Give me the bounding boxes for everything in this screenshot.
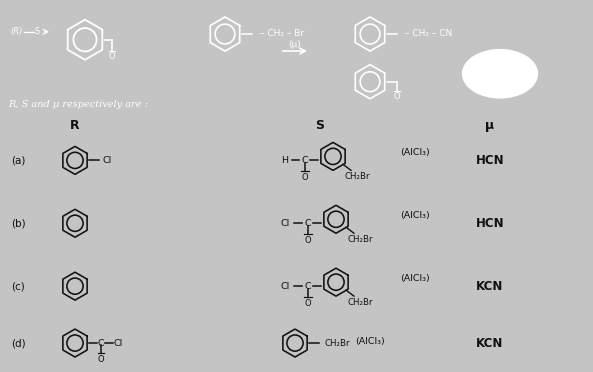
Text: S: S: [315, 119, 324, 132]
Text: O: O: [305, 299, 311, 308]
Text: O: O: [98, 355, 104, 363]
Text: (c): (c): [11, 281, 25, 291]
Text: O: O: [305, 236, 311, 245]
Text: KCN: KCN: [476, 280, 503, 293]
Text: HCN: HCN: [476, 154, 504, 167]
Text: CH₂Br: CH₂Br: [345, 172, 370, 181]
Text: HCN: HCN: [476, 217, 504, 230]
Text: O: O: [394, 92, 400, 101]
Text: (AlCl₃): (AlCl₃): [355, 337, 385, 346]
Text: (μ): (μ): [289, 40, 301, 49]
Ellipse shape: [463, 49, 537, 98]
Text: Cl: Cl: [280, 219, 289, 228]
Text: (b): (b): [11, 218, 25, 228]
Text: Cl: Cl: [103, 156, 111, 165]
Text: CH₂Br: CH₂Br: [347, 298, 373, 307]
Text: (AlCl₃): (AlCl₃): [400, 274, 430, 283]
Text: R, S and μ respectively are :: R, S and μ respectively are :: [8, 100, 148, 109]
Text: O: O: [109, 52, 115, 61]
Text: C: C: [98, 339, 104, 347]
Text: (R): (R): [10, 27, 23, 36]
Text: KCN: KCN: [476, 337, 503, 350]
Text: – CH₂ – Br: – CH₂ – Br: [260, 29, 304, 38]
Text: CH₂Br: CH₂Br: [324, 339, 350, 347]
Text: Cl: Cl: [113, 339, 123, 347]
Text: R: R: [70, 119, 80, 132]
Text: (a): (a): [11, 155, 25, 166]
Text: S: S: [34, 27, 40, 36]
Text: C: C: [305, 219, 311, 228]
Text: CH₂Br: CH₂Br: [347, 235, 373, 244]
Text: – CH₂ – CN: – CH₂ – CN: [405, 29, 452, 38]
Text: Cl: Cl: [280, 282, 289, 291]
Text: (AlCl₃): (AlCl₃): [400, 211, 430, 220]
Text: (AlCl₃): (AlCl₃): [400, 148, 430, 157]
Text: O: O: [302, 173, 308, 182]
Text: C: C: [305, 282, 311, 291]
Text: μ: μ: [486, 119, 495, 132]
Text: H: H: [282, 156, 289, 165]
Text: C: C: [302, 156, 308, 165]
Text: (d): (d): [11, 338, 25, 348]
